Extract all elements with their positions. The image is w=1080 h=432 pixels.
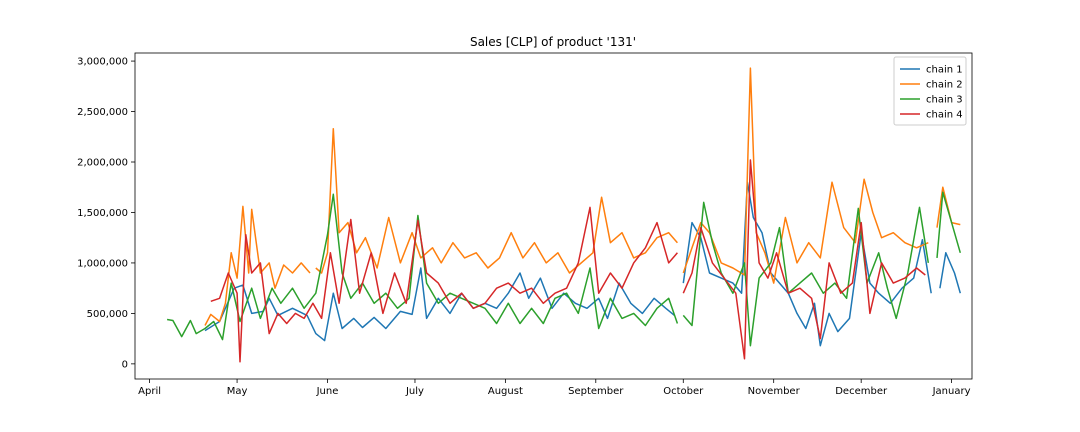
y-tick-label: 2,500,000 bbox=[77, 107, 128, 118]
x-tick-label: October bbox=[663, 386, 704, 397]
y-tick-label: 3,000,000 bbox=[77, 57, 128, 68]
series-3-line-segment-3 bbox=[936, 191, 962, 258]
series-2-line-segment-3 bbox=[682, 67, 929, 284]
x-axis: April May June July August September October No… bbox=[138, 379, 971, 397]
legend-label: chain 1 bbox=[926, 65, 963, 76]
series-2 bbox=[204, 67, 961, 326]
legend-box bbox=[893, 56, 967, 126]
x-tick-label: May bbox=[227, 386, 248, 397]
series-1-line-segment-2 bbox=[682, 181, 932, 347]
series-1-line-segment-3 bbox=[939, 252, 962, 294]
legend-item: chain 2 bbox=[900, 80, 963, 91]
legend-label: chain 4 bbox=[926, 110, 963, 121]
x-tick-label: June bbox=[316, 386, 339, 397]
y-tick-label: 2,000,000 bbox=[77, 158, 128, 169]
series-3-line-segment-1 bbox=[166, 193, 679, 341]
x-tick-label: August bbox=[488, 386, 523, 397]
series-3-line-segment-2 bbox=[682, 201, 930, 347]
series-3 bbox=[166, 191, 962, 347]
y-tick-label: 1,500,000 bbox=[77, 208, 128, 219]
x-tick-label: July bbox=[405, 386, 424, 397]
chart-title: Sales [CLP] of product '131' bbox=[470, 35, 636, 49]
y-tick-label: 0 bbox=[122, 359, 128, 370]
series-layer bbox=[166, 67, 962, 363]
series-2-line-segment-1 bbox=[204, 205, 311, 326]
x-tick-label: April bbox=[138, 386, 161, 397]
series-4-line-segment-2 bbox=[682, 159, 926, 360]
series-4-line-segment-1 bbox=[210, 206, 678, 363]
legend-label: chain 3 bbox=[926, 95, 963, 106]
x-tick-label: December bbox=[835, 386, 888, 397]
series-1-line-segment-1 bbox=[204, 267, 675, 342]
legend-item: chain 3 bbox=[900, 95, 963, 106]
x-tick-label: January bbox=[932, 386, 971, 397]
legend-item: chain 4 bbox=[900, 110, 963, 121]
legend-label: chain 2 bbox=[926, 80, 963, 91]
series-2-line-segment-2 bbox=[315, 127, 678, 274]
y-tick-label: 1,000,000 bbox=[77, 258, 128, 269]
x-tick-label: November bbox=[748, 386, 801, 397]
legend-item: chain 1 bbox=[900, 65, 963, 76]
x-tick-label: September bbox=[568, 386, 624, 397]
legend: chain 1 chain 2 chain 3 chain 4 bbox=[893, 56, 967, 126]
series-1 bbox=[204, 181, 962, 347]
y-axis: 0 500,000 1,000,000 1,500,000 2,000,000 2,500… bbox=[77, 57, 135, 370]
series-4 bbox=[210, 159, 926, 363]
y-tick-label: 500,000 bbox=[87, 309, 128, 320]
plot-frame bbox=[134, 52, 973, 380]
